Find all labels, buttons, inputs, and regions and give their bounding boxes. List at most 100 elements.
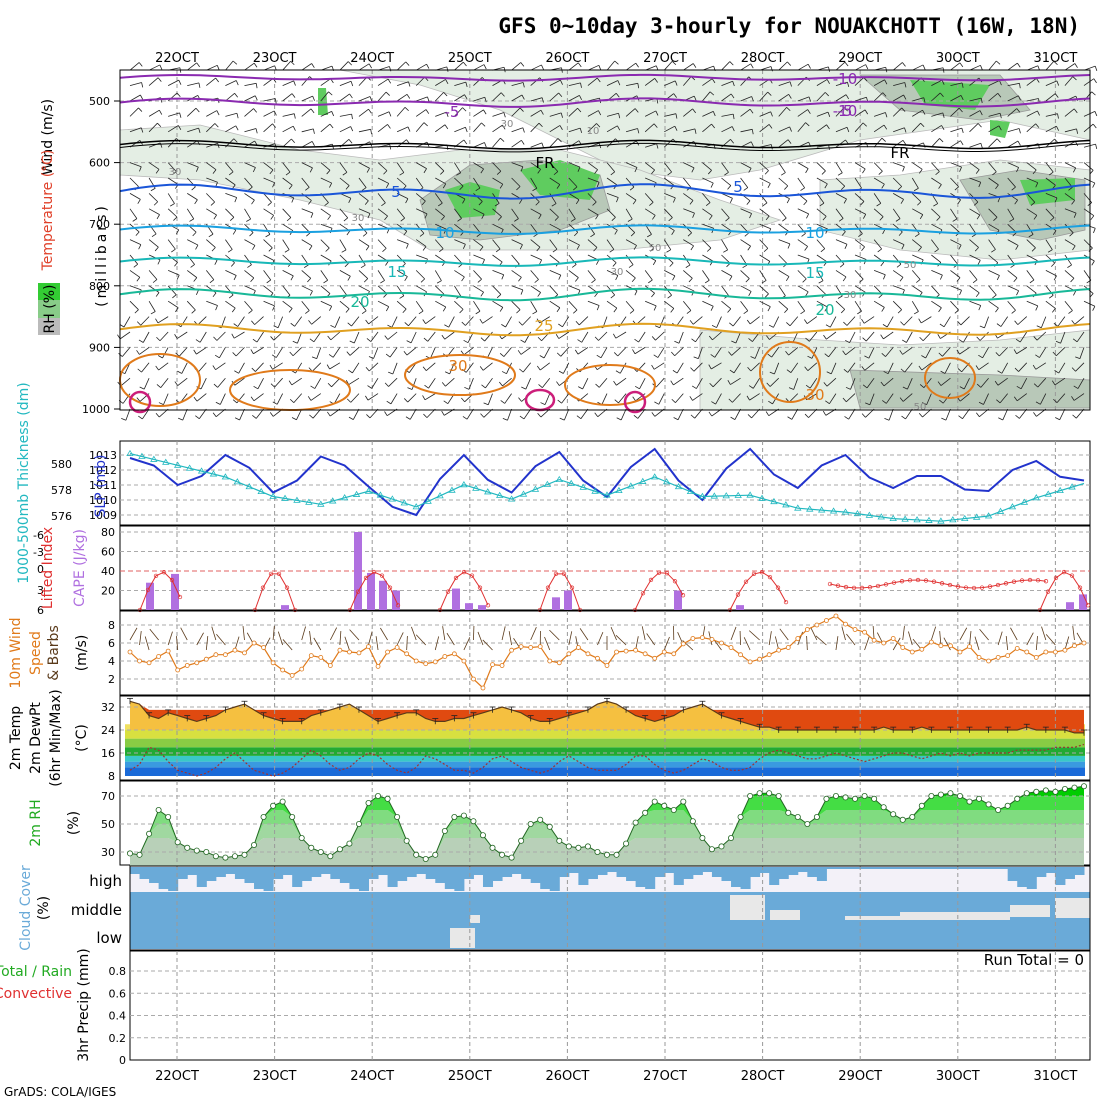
wind-barb-flag — [1016, 108, 1021, 113]
wind-barb — [320, 223, 333, 229]
wind-barb — [620, 408, 627, 421]
wind-unit-label: (m/s) — [74, 635, 90, 672]
wind-barb — [587, 177, 600, 183]
lifted-index-marker — [1019, 578, 1025, 583]
wind-barb — [721, 193, 733, 199]
wind-barb-flag — [519, 415, 525, 420]
lifted-index-marker — [363, 575, 369, 581]
thickness-marker — [1056, 486, 1064, 494]
wind-barb — [1077, 378, 1085, 389]
thickness-marker — [197, 467, 206, 474]
wind-barb — [693, 362, 703, 372]
wind-barb — [140, 316, 150, 326]
wind-barb-flag — [634, 290, 638, 296]
thickness-marker — [484, 488, 492, 495]
wind10m-marker — [347, 649, 352, 655]
wind-barb — [292, 347, 302, 357]
wind-barb-flag — [190, 264, 195, 268]
wind-barb — [1026, 78, 1037, 86]
wind10m-marker — [575, 645, 581, 650]
thickness-marker — [364, 487, 373, 494]
wind-barb — [835, 300, 846, 310]
wind-barb — [902, 347, 913, 355]
wind-barb — [740, 108, 751, 117]
wind-barb-flag — [648, 279, 653, 284]
wind-barb-flag — [248, 309, 253, 314]
wind-barb-flag — [1073, 212, 1077, 218]
wind10m-marker — [490, 662, 495, 667]
wind-barb-flag — [137, 368, 142, 373]
wind-barb — [1045, 300, 1056, 309]
lifted-index-marker — [145, 587, 151, 593]
rh2m-marker — [737, 814, 744, 821]
wind-barb-flag — [786, 198, 790, 204]
cloud-gap — [450, 928, 475, 948]
wind10m-barb — [730, 626, 737, 641]
wind-barb-flag — [521, 94, 525, 100]
wind-barb — [988, 162, 997, 173]
wind-barb — [702, 162, 712, 171]
wind-barb-flag — [826, 79, 830, 84]
wind-barb — [1036, 331, 1047, 341]
rh2m-marker — [928, 793, 935, 800]
wind-barb — [339, 285, 348, 296]
wind-barb — [339, 162, 348, 173]
wind-barb-flag — [365, 319, 369, 325]
cloud-high-bar — [130, 867, 141, 874]
wind-barb — [845, 347, 856, 356]
thickness-marker — [424, 497, 432, 504]
lifted-index-marker — [672, 579, 678, 584]
wind-barb-flag — [881, 137, 886, 142]
wind-barb-flag — [274, 98, 277, 104]
wind-barb — [626, 82, 638, 86]
wind-barb — [225, 112, 238, 117]
wind-barb-flag — [632, 349, 636, 354]
wind-barb — [829, 393, 837, 404]
wind-barb — [225, 80, 237, 86]
wind-barb-flag — [1071, 200, 1075, 205]
wind-barb-flag — [995, 307, 999, 313]
wind-barb — [129, 62, 140, 71]
wind-barb-flag — [385, 353, 391, 358]
wind-barb — [282, 80, 294, 86]
wind-barb — [454, 177, 464, 187]
wind-barb — [511, 94, 523, 102]
wind-barb — [950, 82, 963, 86]
cloud-high-bar — [521, 867, 532, 879]
cloud-high-bar — [1055, 867, 1066, 885]
wind-barb-flag — [897, 309, 902, 314]
wind-barb-flag — [899, 350, 903, 355]
wind-barb-flag — [685, 264, 691, 268]
wind-barb-flag — [975, 412, 980, 417]
wind10m-marker — [1005, 653, 1011, 658]
wind-barb-flag — [840, 309, 846, 314]
contour-label: 30 — [805, 386, 824, 404]
wind-barb — [892, 208, 901, 219]
thickness-marker — [615, 486, 623, 494]
wind-barb-flag — [805, 384, 811, 389]
wind-barb-flag — [385, 183, 390, 189]
wind-barb-flag — [1016, 385, 1022, 390]
wind-barb — [778, 177, 789, 187]
wind-barb — [950, 107, 960, 117]
lifted-index-marker — [161, 570, 167, 575]
wind-barb — [539, 362, 551, 371]
wind-barb — [263, 65, 275, 71]
wind-barb-flag — [992, 171, 997, 176]
wind-barb — [465, 316, 474, 326]
lifted-index-marker — [648, 577, 654, 583]
wind-barb — [167, 193, 175, 204]
wind-barb — [454, 239, 466, 245]
wind-barb-flag — [136, 277, 141, 282]
wind-barb — [160, 377, 169, 388]
wind-barb-flag — [918, 169, 923, 174]
wind-barb — [435, 208, 445, 217]
slp-tick: 1013 — [89, 449, 117, 462]
wind-barb — [644, 193, 654, 203]
wind-barb-flag — [828, 66, 831, 72]
wind-barb — [983, 393, 989, 405]
wind-barb — [887, 362, 894, 374]
wind-barb-flag — [669, 262, 674, 267]
wind-barb — [525, 378, 532, 390]
